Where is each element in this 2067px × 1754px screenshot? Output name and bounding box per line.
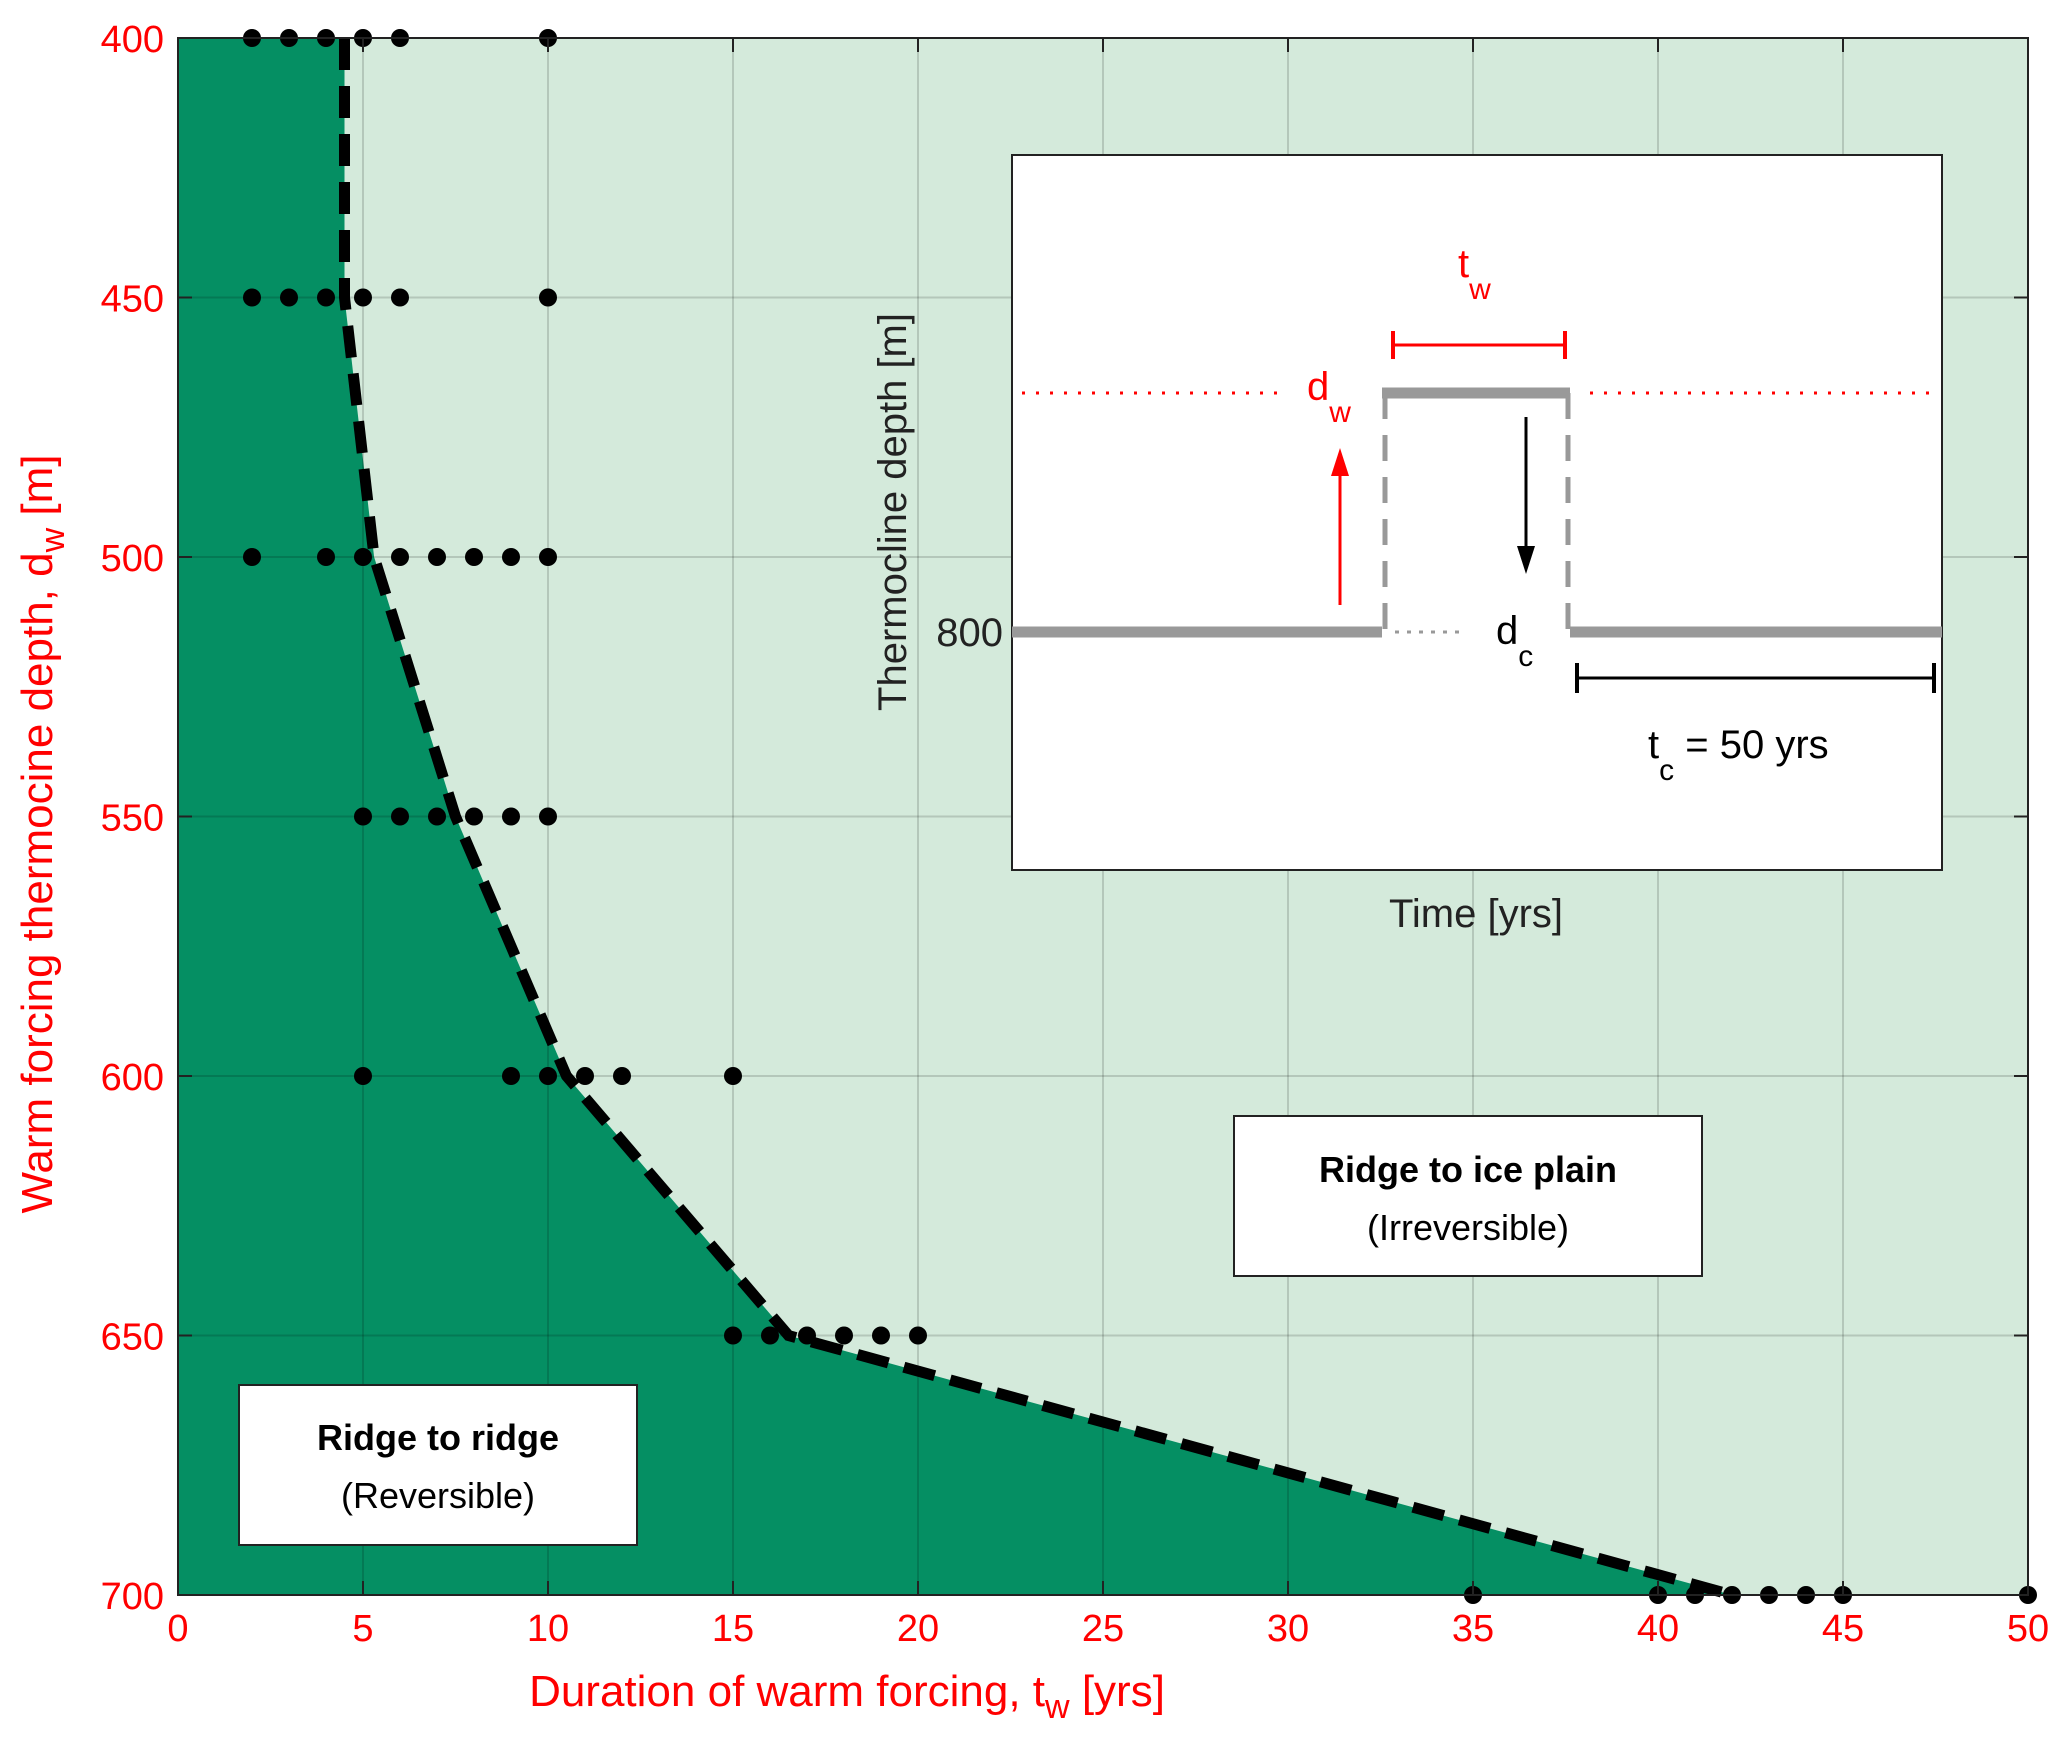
data-point xyxy=(243,288,261,307)
y-axis-title-sub: w xyxy=(34,527,72,553)
data-points xyxy=(243,29,2037,1604)
x-tick-label: 10 xyxy=(527,1608,569,1650)
data-point xyxy=(317,288,335,307)
x-axis-title-main: Duration of warm forcing, t xyxy=(529,1667,1045,1716)
data-point xyxy=(724,1067,742,1085)
inset-dc-sub: c xyxy=(1518,640,1533,673)
annotation-reversible: Ridge to ridge (Reversible) xyxy=(238,1384,638,1546)
data-point xyxy=(539,288,557,307)
data-point xyxy=(613,1067,631,1085)
inset-dw-main: d xyxy=(1307,365,1329,409)
data-point xyxy=(502,1067,520,1085)
inset-frame xyxy=(1011,154,1943,871)
data-point xyxy=(280,288,298,307)
x-tick-label: 5 xyxy=(352,1608,373,1650)
y-tick-label: 500 xyxy=(101,538,164,580)
y-tick-label: 650 xyxy=(101,1317,164,1359)
x-tick-label: 40 xyxy=(1637,1608,1679,1650)
y-tick-label: 700 xyxy=(101,1576,164,1618)
inset-tc-label: tc = 50 yrs xyxy=(1648,723,1829,787)
data-point xyxy=(391,548,409,566)
data-point xyxy=(909,1326,927,1345)
data-point xyxy=(724,1326,742,1345)
x-axis-ticks: 0 5 10 15 20 25 30 35 40 45 50 xyxy=(167,38,2049,1650)
x-tick-label: 0 xyxy=(167,1608,188,1650)
annotation-irreversible-subtitle: (Irreversible) xyxy=(1367,1207,1569,1248)
annotation-reversible-title: Ridge to ridge xyxy=(317,1417,559,1458)
data-point xyxy=(502,548,520,566)
data-point xyxy=(428,548,446,566)
inset-down-arrow-head xyxy=(1517,546,1535,574)
data-point xyxy=(835,1326,853,1345)
y-axis-title-main: Warm forcing thermocine depth, d xyxy=(13,552,62,1213)
x-tick-label: 50 xyxy=(2007,1608,2049,1650)
y-axis-ticks: 400 450 500 550 600 650 700 xyxy=(101,19,2028,1618)
data-point xyxy=(539,807,557,826)
x-tick-label: 15 xyxy=(712,1608,754,1650)
inset-y-title: Thermocline depth [m] xyxy=(871,313,915,711)
x-tick-label: 20 xyxy=(897,1608,939,1650)
data-point xyxy=(317,548,335,566)
annotation-irreversible: Ridge to ice plain (Irreversible) xyxy=(1233,1115,1703,1277)
x-tick-label: 25 xyxy=(1082,1608,1124,1650)
data-point xyxy=(465,807,483,826)
data-point xyxy=(354,807,372,826)
inset-tw-main: t xyxy=(1458,242,1469,286)
data-point xyxy=(354,548,372,566)
x-tick-label: 35 xyxy=(1452,1608,1494,1650)
data-point xyxy=(354,288,372,307)
inset-tc-value: = 50 yrs xyxy=(1674,723,1829,767)
data-point xyxy=(391,807,409,826)
data-point xyxy=(798,1326,816,1345)
inset-tw-sub: w xyxy=(1468,273,1491,306)
inset-y-tick: 800 xyxy=(936,611,1003,655)
data-point xyxy=(391,288,409,307)
inset-dw-label: dw xyxy=(1307,365,1351,429)
x-axis-title-sub: w xyxy=(1044,1688,1070,1726)
data-point xyxy=(243,548,261,566)
y-tick-label: 450 xyxy=(101,279,164,321)
data-point xyxy=(872,1326,890,1345)
inset-tc-sub: c xyxy=(1659,754,1674,787)
y-axis-title-space xyxy=(13,516,62,528)
data-point xyxy=(761,1326,779,1345)
data-point xyxy=(502,807,520,826)
x-axis-title-unit: [yrs] xyxy=(1082,1667,1165,1716)
annotation-reversible-box xyxy=(238,1384,638,1546)
inset-x-title: Time [yrs] xyxy=(1389,892,1563,936)
threshold-line xyxy=(339,38,1734,1601)
x-tick-label: 45 xyxy=(1822,1608,1864,1650)
data-point xyxy=(576,1067,594,1085)
data-point xyxy=(354,1067,372,1085)
x-tick-label: 30 xyxy=(1267,1608,1309,1650)
y-axis-title-unit: [m] xyxy=(13,454,62,515)
y-tick-label: 600 xyxy=(101,1057,164,1099)
x-axis-title: Duration of warm forcing, tw [yrs] xyxy=(529,1667,1165,1726)
data-point xyxy=(428,807,446,826)
y-tick-label: 550 xyxy=(101,798,164,840)
inset-schematic: 800 Thermocline depth [m] Time [yrs] tw … xyxy=(871,154,1943,936)
inset-up-arrow-head xyxy=(1331,448,1349,476)
reversible-region xyxy=(178,38,1732,1595)
data-point xyxy=(539,548,557,566)
annotation-irreversible-title: Ridge to ice plain xyxy=(1319,1149,1617,1190)
inset-dc-main: d xyxy=(1496,609,1518,653)
data-point xyxy=(465,548,483,566)
annotation-reversible-subtitle: (Reversible) xyxy=(341,1475,535,1516)
data-point xyxy=(539,1067,557,1085)
inset-tw-label: tw xyxy=(1458,242,1491,306)
inset-dw-sub: w xyxy=(1328,396,1351,429)
y-tick-label: 400 xyxy=(101,19,164,61)
y-axis-title: Warm forcing thermocine depth, dw [m] xyxy=(13,454,72,1213)
inset-tc-main: t xyxy=(1648,723,1659,767)
inset-dc-label: dc xyxy=(1496,609,1533,673)
annotation-irreversible-box xyxy=(1233,1115,1703,1277)
x-axis-title-space xyxy=(1070,1667,1082,1716)
